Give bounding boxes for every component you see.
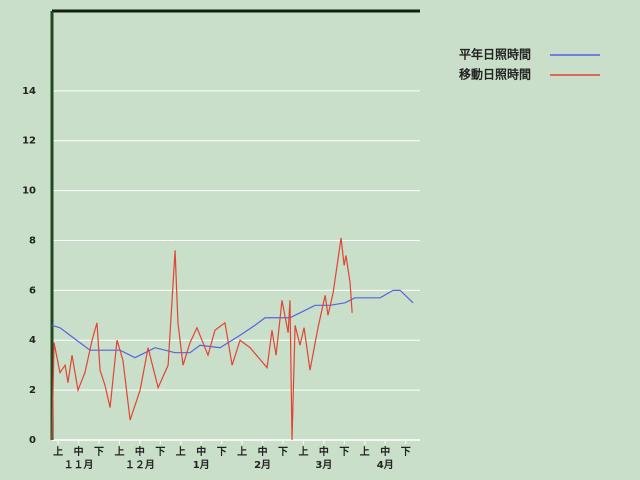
y-tick-label: 14 xyxy=(22,86,36,97)
y-tick-label: 6 xyxy=(29,285,36,296)
y-tick-label: 12 xyxy=(22,136,36,147)
x-tick-label: 下 xyxy=(217,446,227,458)
month-label: １１月 xyxy=(64,459,94,471)
y-tick-label: 10 xyxy=(22,186,36,197)
x-tick-label: 下 xyxy=(278,446,288,458)
x-tick-label: 中 xyxy=(196,445,206,458)
y-tick-label: 4 xyxy=(29,335,36,346)
month-label: １２月 xyxy=(125,459,155,471)
y-tick-label: 8 xyxy=(29,235,36,246)
data-line xyxy=(51,237,353,441)
month-label: 1月 xyxy=(193,459,210,471)
x-tick-label: 上 xyxy=(53,445,63,458)
x-tick-label: 下 xyxy=(94,446,104,458)
x-tick-label: 下 xyxy=(401,446,411,458)
x-tick-label: 上 xyxy=(360,445,370,458)
x-tick-label: 上 xyxy=(298,445,308,458)
x-tick-label: 下 xyxy=(155,446,165,458)
legend-label: 移動日照時間 xyxy=(459,67,531,82)
x-tick-label: 下 xyxy=(339,446,349,458)
x-tick-label: 中 xyxy=(319,445,329,458)
month-label: 4月 xyxy=(377,459,394,471)
x-tick-label: 上 xyxy=(114,445,124,458)
month-label: 3月 xyxy=(315,459,332,471)
y-tick-label: 0 xyxy=(29,435,36,446)
month-label: 2月 xyxy=(254,459,271,471)
x-tick-label: 上 xyxy=(237,445,247,458)
x-tick-label: 中 xyxy=(135,445,145,458)
x-tick-label: 上 xyxy=(176,445,186,458)
y-tick-label: 2 xyxy=(29,385,36,396)
x-tick-label: 中 xyxy=(74,445,84,458)
legend-label: 平年日照時間 xyxy=(459,47,531,62)
x-tick-label: 中 xyxy=(258,445,268,458)
x-tick-label: 中 xyxy=(380,445,390,458)
